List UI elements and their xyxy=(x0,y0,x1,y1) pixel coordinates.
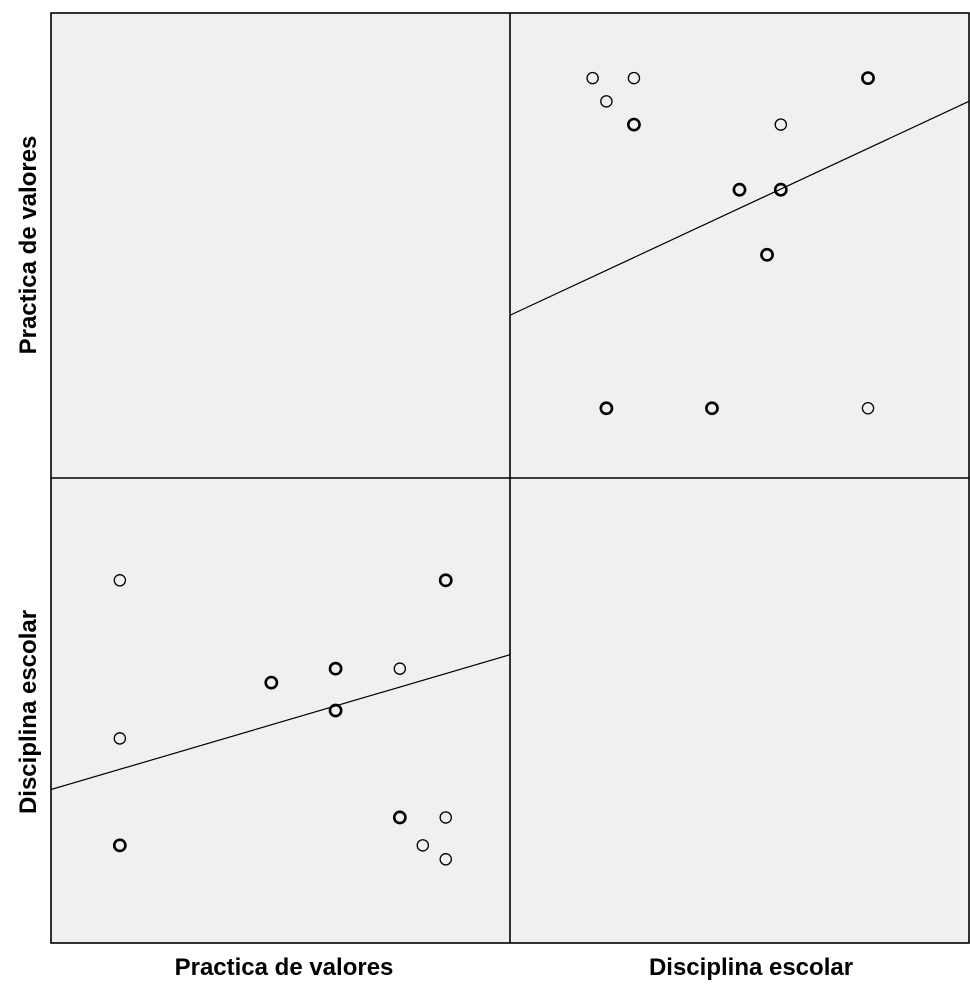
data-point-0-1-3 xyxy=(600,95,613,108)
data-point-1-0-0 xyxy=(113,574,127,587)
data-point-1-0-11 xyxy=(439,853,452,866)
data-point-0-1-9 xyxy=(599,401,614,416)
data-point-1-0-8 xyxy=(439,811,452,824)
column-label-0: Practica de valores xyxy=(175,954,394,981)
fit-lines-layer xyxy=(51,100,969,791)
data-point-0-1-7 xyxy=(773,182,788,197)
panel-0-1 xyxy=(510,13,969,478)
data-point-1-0-10 xyxy=(416,839,430,852)
fit-line-0-1 xyxy=(510,100,969,316)
fit-line-1-0 xyxy=(51,654,510,791)
data-point-1-0-7 xyxy=(392,810,407,825)
data-point-0-1-6 xyxy=(732,182,747,197)
data-point-0-1-2 xyxy=(861,71,875,85)
panel-1-0 xyxy=(51,478,510,943)
data-point-1-0-3 xyxy=(328,661,343,676)
data-point-1-0-6 xyxy=(113,732,127,745)
data-point-0-1-0 xyxy=(586,71,599,85)
panel-1-1 xyxy=(510,478,969,943)
row-label-0: Practica de valores xyxy=(15,136,42,355)
frame-layer xyxy=(50,12,970,944)
data-point-0-1-1 xyxy=(627,71,641,85)
row-label-1: Disciplina escolar xyxy=(15,610,42,814)
data-point-0-1-11 xyxy=(861,401,875,415)
data-point-1-0-4 xyxy=(393,662,407,675)
data-point-1-0-2 xyxy=(264,675,279,690)
points-layer xyxy=(112,71,875,866)
panel-0-0 xyxy=(51,13,510,478)
data-point-1-0-5 xyxy=(328,703,343,718)
data-point-0-1-5 xyxy=(774,118,788,131)
column-label-1: Disciplina escolar xyxy=(649,954,853,981)
panels-layer xyxy=(51,13,969,943)
data-point-1-0-1 xyxy=(438,573,453,588)
data-point-1-0-9 xyxy=(112,838,127,853)
data-point-0-1-4 xyxy=(627,117,641,132)
data-point-0-1-10 xyxy=(705,401,719,416)
data-point-0-1-8 xyxy=(760,247,774,262)
